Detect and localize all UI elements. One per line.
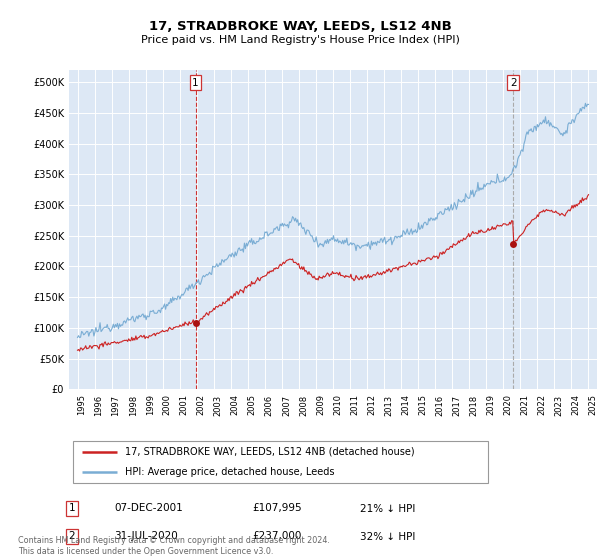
Text: 1999: 1999	[146, 394, 155, 416]
Text: Contains HM Land Registry data © Crown copyright and database right 2024.
This d: Contains HM Land Registry data © Crown c…	[18, 536, 330, 556]
Text: 2021: 2021	[520, 394, 529, 416]
Text: 2023: 2023	[554, 394, 563, 416]
Text: 2013: 2013	[384, 394, 393, 416]
FancyBboxPatch shape	[73, 441, 488, 483]
Text: 17, STRADBROKE WAY, LEEDS, LS12 4NB: 17, STRADBROKE WAY, LEEDS, LS12 4NB	[149, 20, 451, 32]
Text: 2: 2	[510, 78, 517, 88]
Text: 2020: 2020	[503, 394, 512, 416]
Text: 32% ↓ HPI: 32% ↓ HPI	[360, 531, 415, 542]
Text: 2012: 2012	[367, 394, 376, 416]
Text: 2011: 2011	[350, 394, 359, 416]
Text: 1997: 1997	[112, 394, 121, 416]
Text: 2001: 2001	[180, 394, 189, 416]
Text: 1: 1	[68, 503, 76, 514]
Text: 2006: 2006	[265, 394, 274, 416]
Text: 2025: 2025	[589, 394, 598, 416]
Text: 2007: 2007	[282, 394, 291, 416]
Text: 2009: 2009	[316, 394, 325, 416]
Text: 2019: 2019	[486, 394, 495, 416]
Text: 2024: 2024	[571, 394, 580, 416]
Text: 1: 1	[192, 78, 199, 88]
Text: 1998: 1998	[128, 394, 137, 416]
Text: 2000: 2000	[163, 394, 172, 416]
Text: 2004: 2004	[231, 394, 240, 416]
Text: £237,000: £237,000	[252, 531, 301, 542]
Text: 1995: 1995	[77, 394, 86, 416]
Text: 2017: 2017	[452, 394, 461, 416]
Text: 2003: 2003	[214, 394, 223, 416]
Text: 31-JUL-2020: 31-JUL-2020	[114, 531, 178, 542]
Text: 2008: 2008	[299, 394, 308, 416]
Text: 2022: 2022	[538, 394, 547, 416]
Text: 2: 2	[68, 531, 76, 542]
Text: 21% ↓ HPI: 21% ↓ HPI	[360, 503, 415, 514]
Text: 17, STRADBROKE WAY, LEEDS, LS12 4NB (detached house): 17, STRADBROKE WAY, LEEDS, LS12 4NB (det…	[125, 447, 415, 457]
Text: 2015: 2015	[418, 394, 427, 416]
Text: £107,995: £107,995	[252, 503, 302, 514]
Text: Price paid vs. HM Land Registry's House Price Index (HPI): Price paid vs. HM Land Registry's House …	[140, 35, 460, 45]
Text: 1996: 1996	[95, 394, 104, 416]
Text: 2005: 2005	[248, 394, 257, 416]
Text: 2010: 2010	[333, 394, 342, 416]
Text: 2018: 2018	[469, 394, 478, 416]
Text: HPI: Average price, detached house, Leeds: HPI: Average price, detached house, Leed…	[125, 467, 335, 477]
Text: 2016: 2016	[435, 394, 444, 416]
Text: 2002: 2002	[197, 394, 206, 416]
Text: 2014: 2014	[401, 394, 410, 416]
Text: 07-DEC-2001: 07-DEC-2001	[114, 503, 183, 514]
